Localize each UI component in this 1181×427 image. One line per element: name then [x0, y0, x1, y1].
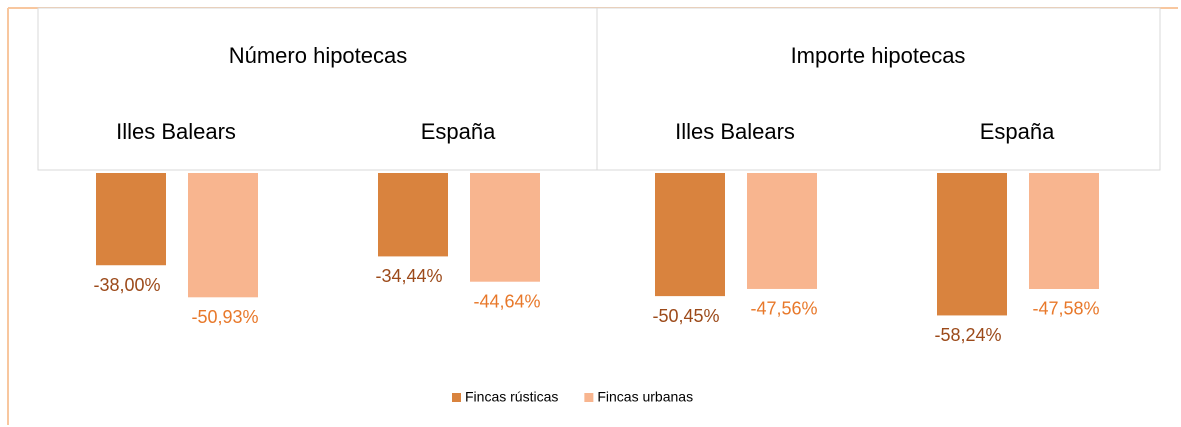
legend-label: Fincas urbanas	[597, 389, 693, 405]
category-label: España	[421, 119, 496, 144]
bar	[935, 171, 1009, 318]
bar	[94, 171, 168, 268]
group-title: Número hipotecas	[229, 43, 408, 68]
legend-label: Fincas rústicas	[465, 389, 558, 405]
bar	[1027, 171, 1101, 291]
legend-swatch	[584, 393, 594, 402]
bar	[745, 171, 819, 291]
header-box	[37, 7, 1161, 171]
legend-swatch	[452, 393, 461, 402]
value-label: -50,45%	[652, 306, 719, 326]
value-label: -38,00%	[93, 275, 160, 295]
category-label: Illes Balears	[116, 119, 236, 144]
value-label: -44,64%	[473, 291, 540, 311]
bar	[186, 171, 260, 300]
category-label: Illes Balears	[675, 119, 795, 144]
bar	[376, 171, 450, 259]
group-title: Importe hipotecas	[791, 43, 966, 68]
value-label: -47,58%	[1032, 299, 1099, 319]
value-label: -34,44%	[375, 266, 442, 286]
value-label: -58,24%	[934, 325, 1001, 345]
bar	[468, 171, 542, 284]
value-label: -47,56%	[750, 299, 817, 319]
value-label: -50,93%	[191, 307, 258, 327]
bar	[653, 171, 727, 299]
category-label: España	[980, 119, 1055, 144]
